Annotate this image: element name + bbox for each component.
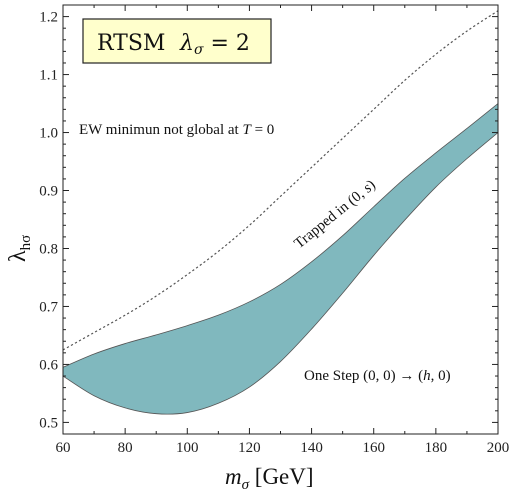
annotation-onestep-text: One Step (0, 0) → ( <box>304 368 423 384</box>
annotation-ew-tail: = 0 <box>251 122 274 138</box>
x-axis-title-sub: σ <box>242 477 250 493</box>
x-tick-label: 60 <box>56 440 71 456</box>
legend-model: RTSM <box>97 31 165 56</box>
allowed-band <box>63 103 498 415</box>
x-tick-label: 140 <box>300 440 323 456</box>
y-axis-title-sub: hσ <box>18 235 34 251</box>
band-lower-edge <box>62 132 499 415</box>
x-tick-label: 180 <box>425 440 448 456</box>
x-axis-title-unit: [GeV] <box>249 464 314 489</box>
legend-box: RTSM λσ = 2 <box>82 18 272 64</box>
x-tick-label: 100 <box>176 440 199 456</box>
annotation-ew-not-global: EW minimun not global at T = 0 <box>79 122 274 138</box>
annotation-ew-text: EW minimun not global at <box>79 122 242 138</box>
y-tick-label: 1.2 <box>39 10 58 26</box>
annotation-one-step: One Step (0, 0) → (h, 0) <box>304 368 451 384</box>
y-tick-label: 0.7 <box>39 299 58 315</box>
ticks-layer: 60 80 100 120 140 160 180 200 0.5 0.6 0.7 0.8 0.9 1.0… <box>39 4 510 456</box>
annotation-ew-var: T <box>242 122 252 138</box>
x-tick-label: 80 <box>118 440 133 456</box>
legend-param: λ <box>179 31 194 56</box>
svg-text:λσ = 2: λσ = 2 <box>179 31 250 58</box>
y-axis-title: λhσ <box>5 235 34 262</box>
x-tick-label: 200 <box>487 440 510 456</box>
annotation-onestep-var: h <box>423 368 431 384</box>
y-tick-label: 1.1 <box>39 68 58 84</box>
svg-text:RTSM: RTSM <box>97 31 165 56</box>
x-tick-label: 160 <box>362 440 385 456</box>
x-axis-title: mσ [GeV] <box>225 464 314 493</box>
x-tick-label: 120 <box>238 440 261 456</box>
annotation-onestep-tail: , 0) <box>431 368 451 384</box>
y-tick-label: 0.6 <box>39 357 58 373</box>
plot-layer <box>62 10 499 415</box>
y-tick-label: 0.8 <box>39 241 58 257</box>
x-axis-title-main: m <box>225 464 242 489</box>
y-axis-title-main: λ <box>5 250 31 262</box>
legend-param-value: = 2 <box>204 31 250 56</box>
y-tick-label: 0.9 <box>39 184 58 200</box>
y-tick-label: 0.5 <box>39 415 58 431</box>
ew-boundary-dotted-line <box>62 10 499 351</box>
y-tick-label: 1.0 <box>39 126 58 142</box>
band-upper-edge <box>62 103 499 368</box>
legend-param-sub: σ <box>194 42 204 58</box>
